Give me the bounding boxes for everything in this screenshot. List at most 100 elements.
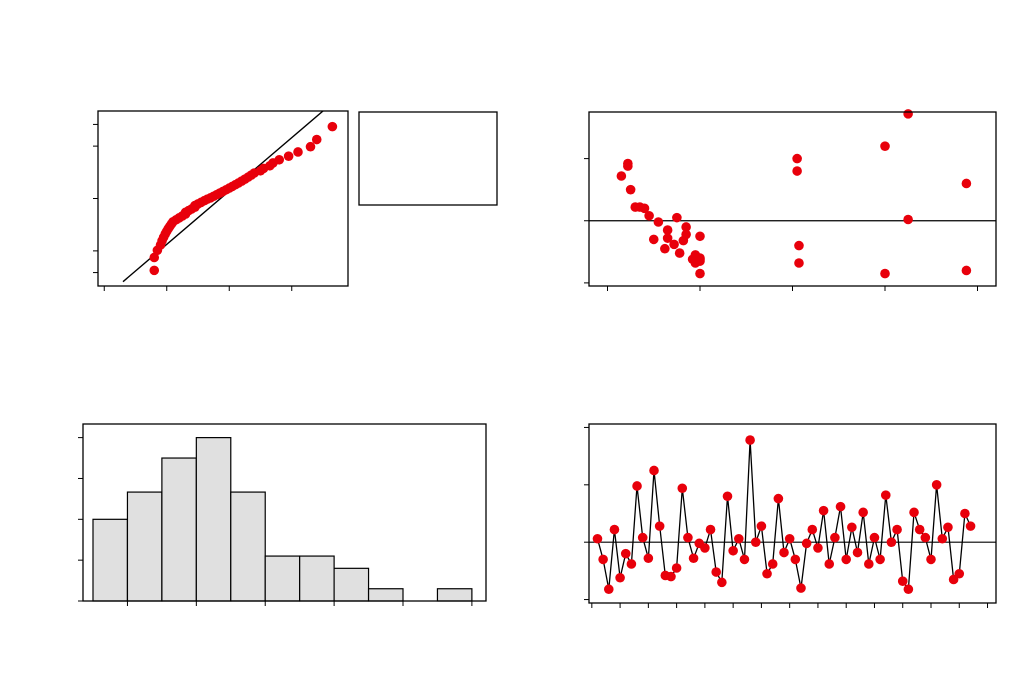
- data-point: [683, 532, 693, 543]
- data-point: [705, 524, 716, 535]
- histogram-bar: [195, 437, 232, 602]
- data-point: [903, 584, 914, 595]
- data-point: [717, 577, 727, 588]
- histogram-bar: [92, 518, 129, 602]
- data-point: [739, 554, 750, 565]
- data-point: [666, 571, 676, 582]
- data-point: [965, 521, 976, 531]
- data-point: [662, 233, 673, 243]
- data-point: [892, 524, 902, 535]
- data-point: [931, 480, 942, 490]
- data-point: [592, 533, 603, 544]
- residuals-versus-order-plot: [589, 435, 996, 595]
- residuals-versus-fits-plot: [589, 109, 996, 279]
- data-point: [864, 559, 874, 569]
- data-point: [681, 222, 691, 232]
- data-point: [869, 532, 880, 543]
- data-point: [660, 243, 670, 254]
- data-point: [841, 554, 852, 565]
- plot-frame-top-right: [588, 111, 997, 287]
- data-point: [711, 567, 721, 577]
- data-point: [625, 184, 636, 195]
- data-point: [671, 563, 682, 573]
- data-point: [598, 554, 608, 565]
- data-point: [880, 490, 891, 500]
- data-point: [794, 240, 804, 251]
- legend-box: [358, 111, 498, 206]
- data-point: [824, 559, 835, 569]
- data-point: [648, 234, 659, 245]
- data-point: [960, 508, 970, 519]
- data-point: [961, 178, 972, 189]
- histogram-bar: [230, 491, 266, 602]
- data-point: [762, 568, 772, 579]
- data-point: [745, 435, 755, 445]
- data-point: [880, 268, 890, 279]
- data-point: [909, 507, 919, 518]
- data-point: [662, 225, 673, 235]
- data-point: [792, 166, 802, 176]
- data-point: [643, 553, 654, 564]
- data-point: [926, 554, 936, 565]
- data-point: [773, 493, 784, 504]
- data-point: [293, 147, 303, 157]
- data-point: [623, 161, 633, 171]
- data-point: [283, 151, 294, 161]
- data-point: [852, 547, 863, 558]
- histogram-bar: [299, 555, 335, 602]
- data-point: [609, 524, 620, 535]
- data-point: [886, 537, 897, 547]
- data-point: [807, 524, 818, 535]
- histogram-bar: [264, 555, 301, 602]
- histogram-bar: [436, 588, 473, 602]
- data-point: [681, 229, 691, 240]
- data-point: [669, 239, 679, 250]
- normal-probability-plot: [122, 111, 338, 283]
- data-point: [813, 543, 823, 553]
- data-point: [779, 547, 789, 558]
- data-point: [653, 217, 664, 227]
- data-point: [801, 538, 812, 549]
- data-point: [700, 543, 710, 553]
- histogram-bar: [333, 567, 370, 602]
- data-point: [858, 507, 868, 518]
- data-point: [767, 559, 778, 569]
- data-point: [639, 203, 650, 214]
- data-point: [615, 572, 625, 583]
- data-point: [722, 491, 733, 502]
- data-point: [750, 537, 761, 547]
- histogram-bar: [161, 457, 197, 602]
- data-point: [830, 532, 840, 543]
- data-point: [649, 465, 659, 476]
- data-point: [756, 521, 767, 531]
- data-point: [305, 141, 316, 152]
- data-point: [943, 522, 953, 533]
- data-point: [149, 265, 160, 276]
- plot-frame-top-left: [97, 110, 349, 287]
- data-point: [728, 545, 738, 556]
- data-point: [677, 483, 688, 494]
- plot-frame-bottom-left: [82, 423, 487, 602]
- data-point: [654, 521, 665, 531]
- data-point: [937, 533, 948, 544]
- data-point: [695, 256, 705, 266]
- data-point: [620, 548, 631, 559]
- data-point: [695, 231, 705, 242]
- data-point: [327, 121, 338, 132]
- data-point: [784, 533, 795, 544]
- histogram-bar: [126, 491, 163, 602]
- data-point: [672, 212, 682, 223]
- data-point: [637, 532, 648, 543]
- data-point: [632, 481, 642, 491]
- data-point: [603, 584, 614, 595]
- data-point: [688, 553, 699, 564]
- data-point: [792, 153, 802, 164]
- data-point: [274, 154, 285, 165]
- histogram-plot: [92, 437, 473, 602]
- data-point: [903, 214, 913, 225]
- data-point: [875, 554, 885, 565]
- plot-frame-bottom-right: [588, 423, 997, 604]
- data-point: [794, 258, 804, 268]
